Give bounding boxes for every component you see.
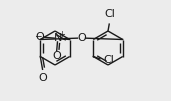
- Text: O: O: [35, 32, 44, 42]
- Text: +: +: [58, 31, 65, 39]
- Text: −: −: [34, 31, 41, 40]
- Text: Cl: Cl: [104, 55, 115, 65]
- Text: O: O: [38, 73, 47, 83]
- Text: O: O: [52, 51, 61, 61]
- Text: O: O: [77, 33, 86, 43]
- Text: N: N: [54, 33, 62, 43]
- Text: Cl: Cl: [104, 9, 115, 19]
